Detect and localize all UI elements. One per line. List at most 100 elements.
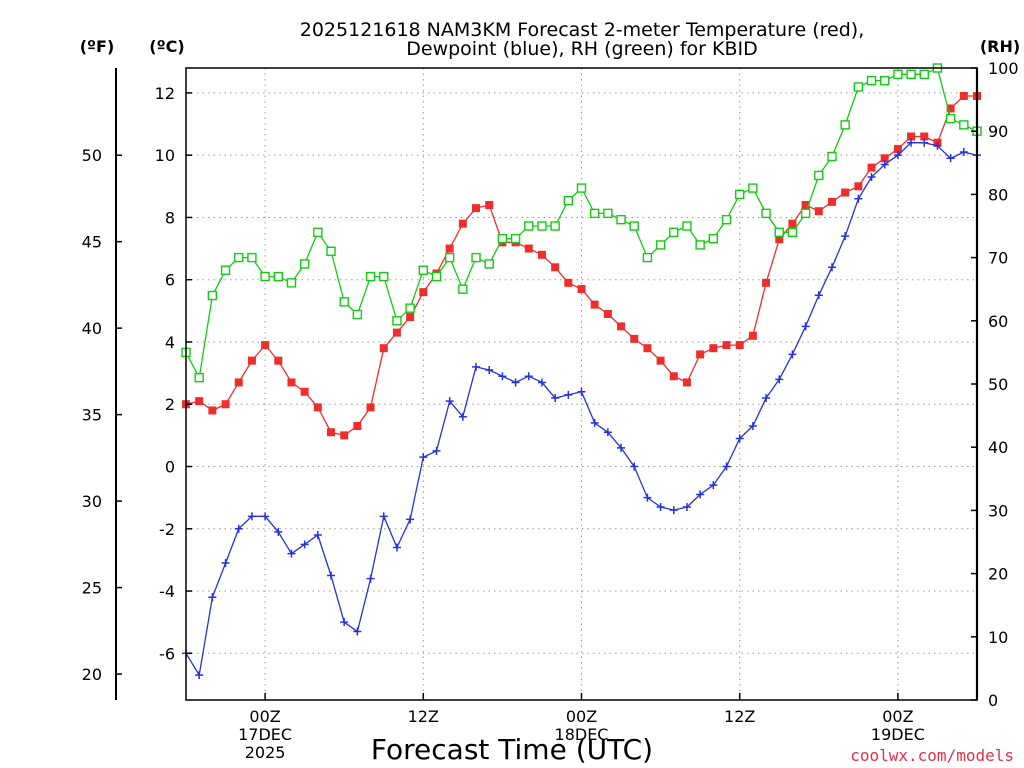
rh-tick-label: 60 — [988, 312, 1008, 331]
rh-point — [669, 227, 679, 238]
dewpoint-point — [511, 378, 520, 387]
temperature-point — [485, 200, 494, 209]
rh-point — [405, 303, 415, 313]
dewpoint-point — [656, 502, 665, 511]
rh-point — [313, 227, 323, 238]
rh-point — [708, 233, 719, 244]
dewpoint-point — [379, 512, 388, 521]
celsius-tick-label: 10 — [155, 146, 175, 165]
time-tick-label: 19DEC — [871, 725, 925, 744]
rh-point — [471, 252, 481, 263]
dewpoint-point — [643, 493, 652, 502]
celsius-tick-label: 4 — [165, 333, 175, 352]
rh-point — [959, 120, 969, 130]
rh-tick-label: 10 — [988, 628, 1008, 647]
rh-point — [906, 69, 916, 80]
rh-point — [945, 113, 956, 124]
dewpoint-point — [432, 446, 441, 455]
temperature-point — [221, 400, 230, 409]
temperature-point — [643, 344, 652, 353]
rh-point — [735, 189, 745, 200]
dewpoint-point — [893, 151, 902, 160]
rh-point — [234, 252, 244, 263]
rh-tick-label: 20 — [988, 565, 1008, 584]
dewpoint-point — [854, 194, 863, 203]
temperature-point — [353, 422, 362, 431]
rh-point — [853, 82, 864, 92]
temperature-point — [234, 378, 243, 387]
rh-point — [418, 265, 428, 275]
celsius-tick-label: -2 — [159, 520, 175, 539]
fahrenheit-tick-label: 50 — [82, 146, 102, 165]
dewpoint-point — [735, 434, 744, 443]
celsius-tick-label: 8 — [165, 208, 175, 227]
dewpoint-point — [827, 263, 836, 272]
rh-point — [695, 240, 705, 250]
dewpoint-point — [524, 372, 533, 381]
time-tick-label: 12Z — [408, 707, 439, 726]
celsius-tick-label: 6 — [165, 271, 175, 290]
dewpoint-point — [247, 512, 256, 521]
temperature-point — [445, 244, 454, 253]
rh-tick-label: 0 — [988, 691, 998, 710]
rh-tick-label: 100 — [988, 59, 1019, 78]
temperature-point — [682, 378, 691, 387]
chart-title-line-2: Dewpoint (blue), RH (green) for KBID — [406, 38, 758, 60]
rh-point — [616, 214, 626, 225]
rh-point — [220, 265, 231, 275]
dewpoint-point — [907, 138, 916, 147]
x-axis-label: Forecast Time (UTC) — [371, 733, 653, 766]
temperature-point — [617, 322, 626, 331]
dewpoint-point — [669, 506, 678, 515]
dewpoint-point — [801, 322, 810, 331]
rh-point — [286, 278, 297, 288]
rh-point — [866, 75, 877, 86]
temperature-point — [709, 344, 718, 353]
dewpoint-point — [274, 527, 283, 536]
rh-point — [642, 252, 653, 263]
dewpoint-point — [867, 172, 876, 181]
rh-point — [893, 69, 903, 80]
fahrenheit-tick-label: 40 — [82, 319, 102, 338]
rh-point — [247, 252, 257, 263]
celsius-tick-label: -4 — [159, 582, 175, 601]
rh-point — [840, 120, 850, 130]
rh-point — [655, 240, 666, 250]
dewpoint-point — [564, 390, 573, 399]
dewpoint-point — [577, 387, 586, 396]
rh-point — [326, 246, 336, 256]
fahrenheit-tick-label: 30 — [82, 492, 102, 511]
temperature-point — [287, 378, 296, 387]
temperature-point — [551, 263, 560, 272]
rh-tick-label: 90 — [988, 122, 1008, 141]
dewpoint-point — [814, 291, 823, 300]
temperature-point — [603, 309, 612, 318]
dewpoint-point — [445, 397, 454, 406]
rh-point — [800, 208, 811, 219]
dewpoint-point — [920, 138, 929, 147]
rh-point — [458, 284, 468, 294]
rh-tick-label: 80 — [988, 185, 1008, 204]
rh-point — [497, 233, 508, 244]
temperature-point — [788, 219, 797, 228]
dewpoint-point — [775, 375, 784, 384]
temperature-point — [735, 341, 744, 350]
dewpoint-point — [485, 365, 494, 374]
temperature-point — [392, 328, 401, 337]
temperature-point — [827, 197, 836, 206]
celsius-tick-label: 12 — [155, 84, 175, 103]
fahrenheit-tick-label: 20 — [82, 665, 102, 684]
dewpoint-point — [696, 490, 705, 499]
dewpoint-point — [472, 362, 481, 371]
temperature-point — [274, 356, 283, 365]
temperature-point — [261, 341, 270, 350]
rh-point — [484, 259, 494, 269]
dewpoint-point — [419, 453, 428, 462]
dewpoint-point — [762, 394, 771, 403]
grid-lines — [186, 68, 977, 700]
chart-title-line-1: 2025121618 NAM3KM Forecast 2-meter Tempe… — [300, 19, 864, 41]
rh-point — [431, 271, 442, 282]
rh-point — [273, 271, 283, 282]
rh-point — [260, 271, 270, 282]
time-tick-label: 00Z — [249, 707, 280, 726]
